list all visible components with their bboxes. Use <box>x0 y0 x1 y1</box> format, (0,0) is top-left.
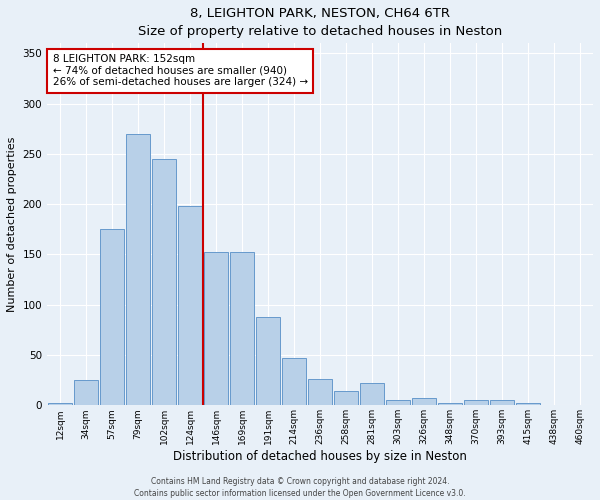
Bar <box>361 383 384 406</box>
Bar <box>464 400 488 406</box>
Title: 8, LEIGHTON PARK, NESTON, CH64 6TR
Size of property relative to detached houses : 8, LEIGHTON PARK, NESTON, CH64 6TR Size … <box>138 7 502 38</box>
Bar <box>283 358 306 406</box>
Bar <box>412 398 436 406</box>
Bar <box>100 230 124 406</box>
Bar <box>334 392 358 406</box>
Bar <box>439 404 462 406</box>
Bar <box>308 379 332 406</box>
Bar <box>74 380 98 406</box>
Bar <box>49 404 72 406</box>
Bar <box>230 252 254 406</box>
Bar <box>386 400 410 406</box>
Bar <box>178 206 202 406</box>
Bar <box>205 252 228 406</box>
Bar <box>517 404 540 406</box>
Bar <box>256 317 280 406</box>
Y-axis label: Number of detached properties: Number of detached properties <box>7 136 17 312</box>
X-axis label: Distribution of detached houses by size in Neston: Distribution of detached houses by size … <box>173 450 467 463</box>
Text: 8 LEIGHTON PARK: 152sqm
← 74% of detached houses are smaller (940)
26% of semi-d: 8 LEIGHTON PARK: 152sqm ← 74% of detache… <box>53 54 308 88</box>
Bar <box>490 400 514 406</box>
Bar <box>127 134 150 406</box>
Bar <box>152 159 176 406</box>
Text: Contains HM Land Registry data © Crown copyright and database right 2024.
Contai: Contains HM Land Registry data © Crown c… <box>134 476 466 498</box>
